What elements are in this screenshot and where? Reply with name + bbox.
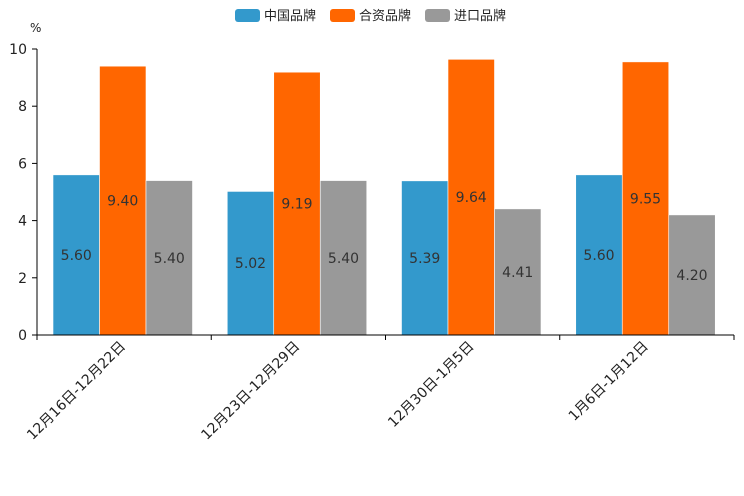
x-category-label: 12月16日-12月22日	[24, 339, 129, 444]
x-category-label: 12月30日-1月5日	[385, 339, 477, 431]
bar-value-label: 5.60	[583, 248, 614, 264]
bar	[668, 214, 716, 336]
bar	[494, 208, 542, 336]
y-axis: 0 2 4 6 8 10	[9, 42, 38, 344]
bar-value-label: 5.60	[61, 248, 92, 264]
y-tick-label: 6	[18, 156, 27, 172]
y-tick-label: 4	[18, 214, 27, 230]
y-tick-label: 8	[18, 99, 27, 115]
bar-value-label: 5.02	[235, 256, 266, 272]
bar-value-label: 4.41	[502, 265, 533, 281]
bar-value-label: 9.40	[107, 194, 138, 210]
legend-swatch	[330, 9, 355, 22]
bar	[575, 174, 623, 336]
legend-swatch	[425, 9, 450, 22]
bar-value-label: 9.55	[630, 191, 661, 207]
bar	[99, 65, 147, 336]
y-tick-label: 0	[18, 328, 27, 344]
bars	[52, 58, 716, 336]
legend: 中国品牌 合资品牌 进口品牌	[235, 8, 506, 24]
bar	[145, 180, 193, 336]
y-tick-label: 2	[18, 271, 27, 287]
x-category-label: 12月23日-12月29日	[198, 339, 303, 444]
bar-value-label: 9.19	[281, 197, 312, 213]
bar-value-label: 4.20	[676, 268, 707, 284]
bar	[319, 180, 368, 336]
legend-label: 中国品牌	[264, 8, 316, 24]
legend-label: 进口品牌	[454, 8, 506, 24]
bar-value-label: 9.64	[456, 190, 487, 206]
bar-value-label: 5.40	[328, 251, 359, 267]
bar-value-label: 5.39	[409, 251, 440, 267]
y-axis-unit-label: %	[30, 21, 41, 35]
bar	[226, 191, 275, 336]
bar	[401, 180, 449, 336]
y-tick-label: 10	[9, 42, 27, 58]
legend-swatch	[235, 9, 260, 22]
bar	[273, 71, 321, 336]
x-axis: 12月16日-12月22日 12月23日-12月29日 12月30日-1月5日 1月6…	[24, 334, 735, 444]
legend-label: 合资品牌	[359, 8, 411, 24]
bar	[447, 58, 495, 336]
x-category-label: 1月6日-1月12日	[566, 339, 652, 425]
data-labels: 5.60 9.40 5.40 5.02 9.19 5.40 5.39 9.64 4.41 5.60…	[61, 190, 708, 284]
bar	[621, 61, 670, 336]
bar-value-label: 5.40	[154, 251, 185, 267]
